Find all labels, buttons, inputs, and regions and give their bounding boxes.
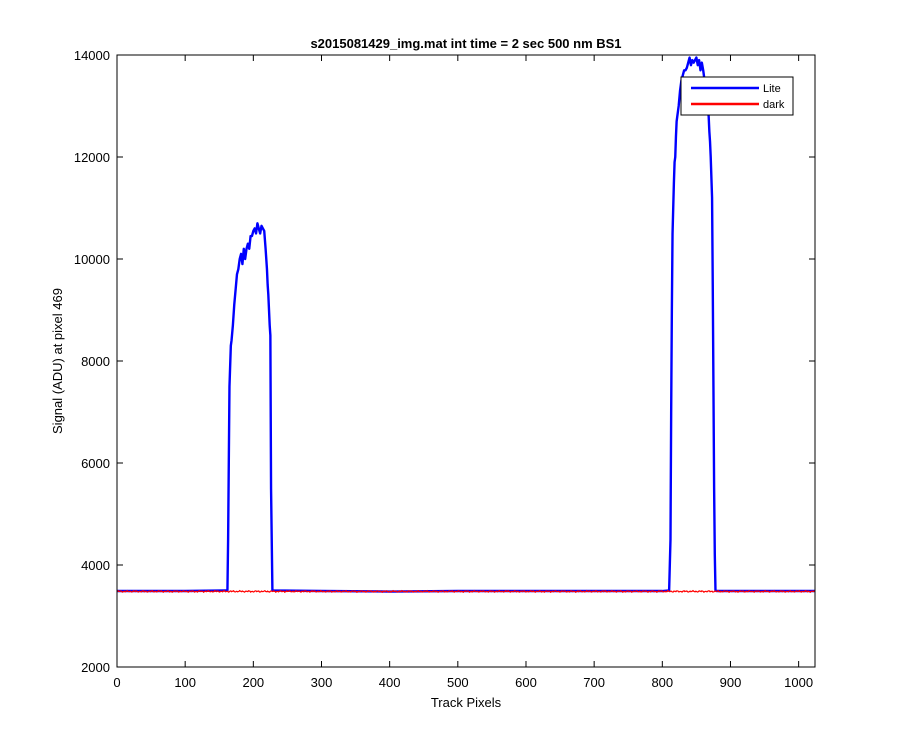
y-tick-label: 4000 (81, 558, 110, 573)
legend-box (680, 76, 794, 116)
y-tick-label: 10000 (74, 252, 110, 267)
x-tick-label: 800 (651, 675, 673, 690)
legend: Lite dark (680, 76, 794, 116)
y-tick-label: 12000 (74, 150, 110, 165)
chart-title: s2015081429_img.mat int time = 2 sec 500… (310, 36, 621, 51)
x-tick-label: 1000 (784, 675, 813, 690)
y-tick-label: 14000 (74, 48, 110, 63)
legend-label-lite: Lite (763, 83, 781, 95)
x-tick-label: 300 (311, 675, 333, 690)
x-tick-label: 700 (583, 675, 605, 690)
x-tick-label: 100 (174, 675, 196, 690)
series-line-dark (117, 589, 815, 593)
x-axis-label: Track Pixels (431, 695, 502, 710)
x-tick-label: 500 (447, 675, 469, 690)
x-tick-label: 400 (379, 675, 401, 690)
legend-label-dark: dark (763, 99, 785, 111)
x-tick-label: 0 (113, 675, 120, 690)
axes: 0 100 200 300 400 500 600 700 800 900 1000 2000 4000… (74, 48, 816, 690)
y-tick-label: 6000 (81, 456, 110, 471)
y-tick-label: 2000 (81, 660, 110, 675)
y-axis-label: Signal (ADU) at pixel 469 (50, 288, 65, 434)
x-tick-label: 200 (242, 675, 264, 690)
x-tick-label: 900 (720, 675, 742, 690)
x-tick-label: 600 (515, 675, 537, 690)
y-tick-label: 8000 (81, 354, 110, 369)
